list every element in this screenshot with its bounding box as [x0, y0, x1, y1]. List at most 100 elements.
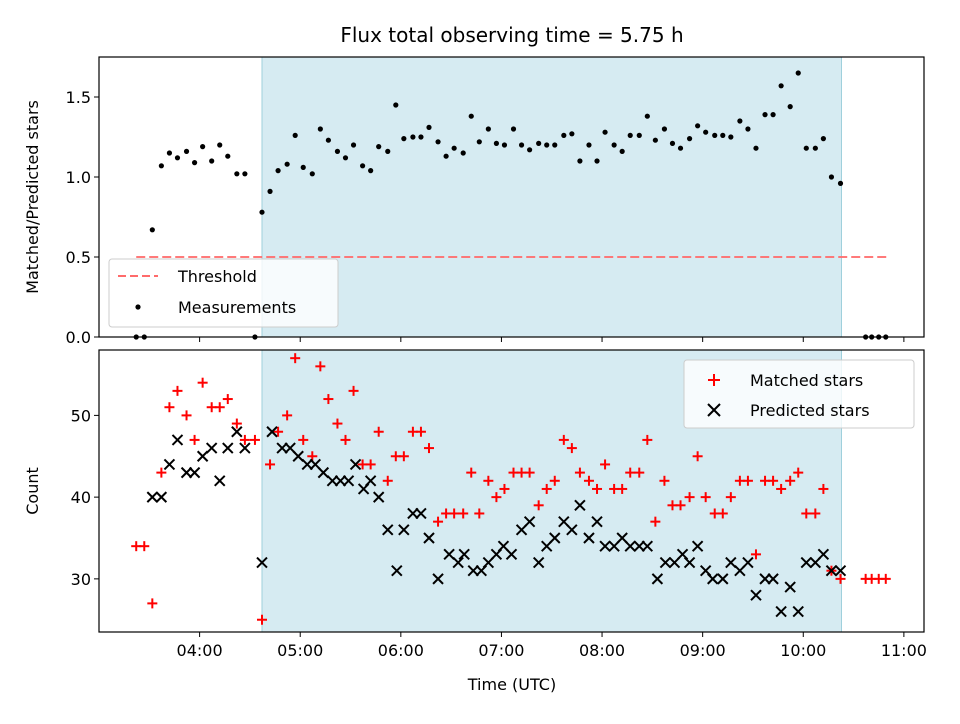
measurement-point [368, 168, 374, 174]
predicted-star-stroke-b [155, 491, 168, 503]
x-tick-label: 05:00 [277, 641, 323, 660]
predicted-star-stroke-b [398, 524, 410, 536]
predicted-star-point [574, 499, 586, 512]
matched-star-point [249, 434, 260, 445]
measurement-point [644, 113, 650, 119]
measurement-point [191, 160, 198, 166]
measurement-point [317, 126, 323, 132]
matched-star-point [214, 402, 225, 413]
measurement-point [183, 148, 190, 154]
x-tick-label: 06:00 [378, 641, 424, 660]
predicted-star-point [266, 426, 278, 438]
predicted-star-stroke-b [750, 589, 762, 601]
x-ticks-top [199, 337, 905, 342]
predicted-star-stroke-b [196, 450, 209, 462]
predicted-star-point [415, 507, 427, 520]
measurement-point [770, 112, 776, 118]
predicted-star-stroke-b [452, 556, 464, 569]
predicted-star-stroke-b [767, 573, 779, 585]
predicted-star-point [707, 573, 719, 585]
measurement-point [586, 142, 592, 148]
predicted-star-point [364, 475, 377, 487]
predicted-star-point [239, 442, 251, 454]
measurement-point [837, 180, 844, 186]
matched-star-point [164, 402, 175, 413]
measurement-point [200, 144, 206, 150]
predicted-star-stroke-b [423, 532, 435, 544]
matched-star-point [592, 483, 603, 494]
predicted-star-point [423, 532, 435, 544]
predicted-star-stroke-b [188, 466, 201, 479]
measurement-point [267, 188, 273, 194]
predicted-star-stroke-b [558, 515, 570, 528]
legend-predicted-label: Predicted stars [750, 401, 870, 420]
matched-star-point [373, 426, 384, 437]
predicted-star-stroke-b [742, 556, 754, 569]
measurement-point [753, 145, 759, 151]
measurement-point [242, 171, 248, 177]
measurement-point [460, 150, 466, 156]
y-ticks-bottom: 30 40 50 [71, 406, 99, 589]
matched-star-point [880, 573, 891, 584]
y-tick-label: 1.0 [66, 168, 91, 187]
matched-star-point [340, 434, 351, 445]
measurement-point [300, 164, 306, 170]
matched-star-point [273, 426, 284, 437]
predicted-star-point [163, 458, 176, 471]
matched-star-point [650, 516, 661, 527]
axes-frame-top [98, 56, 925, 338]
measurement-point [527, 147, 533, 153]
matched-star-point [265, 459, 276, 470]
matched-star-point [398, 451, 409, 462]
legend-predicted-swatch [707, 403, 721, 417]
predicted-star-stroke-b [443, 548, 455, 561]
predicted-star-stroke-b [364, 475, 377, 487]
measurement-point [426, 124, 432, 130]
measurement-point [476, 139, 482, 145]
measurement-point [225, 153, 231, 159]
measurement-point [259, 209, 265, 215]
predicted-star-point [591, 515, 603, 528]
predicted-star-stroke-b [171, 434, 184, 446]
x-tick-label: 04:00 [177, 641, 223, 660]
observing-span-shade-top [261, 57, 842, 337]
predicted-star-point [205, 442, 218, 454]
measurement-point [703, 129, 709, 135]
predicted-star-point [231, 426, 243, 438]
predicted-star-stroke-b [566, 524, 578, 536]
measurement-point [350, 142, 357, 148]
predicted-star-point [214, 475, 226, 487]
measurement-point [393, 102, 399, 108]
predicted-star-stroke-b [624, 540, 636, 552]
matched-star-point [332, 418, 343, 429]
matched-star-point [742, 475, 753, 486]
predicted-star-point [717, 573, 729, 585]
predicted-star-point [784, 581, 796, 593]
measurement-point [518, 142, 525, 148]
measurement-point [820, 136, 826, 142]
legend-measurements-swatch [135, 304, 141, 310]
matched-star-point [466, 467, 477, 478]
y-tick-label: 0.0 [66, 328, 91, 347]
predicted-star-stroke-b [717, 573, 729, 585]
predicted-star-point [391, 564, 403, 577]
measurement-point [217, 142, 223, 148]
predicted-star-stroke-b [691, 540, 704, 552]
panel-top: 0.0 0.5 1.0 1.5 Matched/Predicted stars Thr… [23, 56, 925, 347]
predicted-star-point [188, 466, 201, 479]
predicted-star-stroke-b [651, 573, 664, 585]
matched-star-point [717, 508, 728, 519]
predicted-star-point [624, 540, 636, 552]
measurement-point [410, 134, 416, 140]
matched-star-point [483, 475, 494, 486]
measurement-point [493, 140, 500, 146]
measurement-point [569, 131, 575, 137]
predicted-star-point [825, 564, 838, 577]
matched-star-point [365, 459, 376, 470]
matched-star-point [600, 459, 611, 470]
measurement-point [812, 145, 818, 151]
predicted-star-point [505, 548, 518, 561]
predicted-star-stroke-b [205, 442, 218, 454]
